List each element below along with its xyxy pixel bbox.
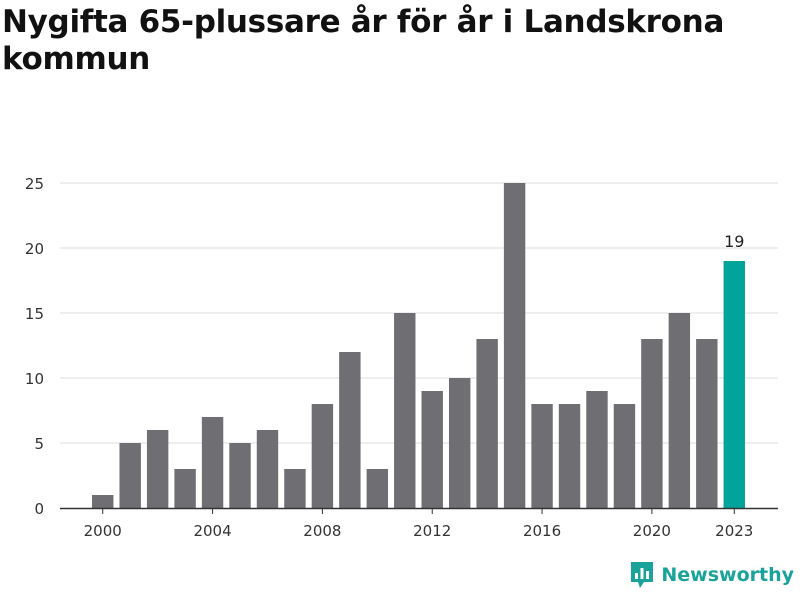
bar-2015 <box>503 183 526 508</box>
bar-2005 <box>229 443 251 508</box>
bar-2016 <box>531 404 553 508</box>
bar-2003 <box>174 469 196 508</box>
y-tick-label: 0 <box>34 500 44 518</box>
x-tick-label: 2012 <box>413 522 451 540</box>
bar-2018 <box>586 391 608 508</box>
highlight-data-label: 19 <box>724 232 744 251</box>
bar-2004 <box>201 417 224 508</box>
bar-2017 <box>558 404 581 508</box>
bar-2013 <box>448 378 471 508</box>
bar-2019 <box>613 404 636 508</box>
bar-2007 <box>284 469 306 508</box>
bar-2001 <box>119 443 141 508</box>
x-tick-label: 2008 <box>303 522 341 540</box>
bar-2009 <box>339 352 361 508</box>
y-tick-label: 5 <box>34 435 44 453</box>
x-tick-label: 2016 <box>523 522 561 540</box>
x-tick-label: 2000 <box>84 522 122 540</box>
bar-2010 <box>366 469 389 508</box>
bar-2012 <box>421 391 443 508</box>
bar-2000 <box>92 495 114 508</box>
bar-2022 <box>696 339 718 508</box>
bar-2006 <box>256 430 279 508</box>
bar-2011 <box>394 313 416 508</box>
newsworthy-logo-text: Newsworthy <box>661 564 794 586</box>
bar-2014 <box>476 339 498 508</box>
y-tick-label: 15 <box>25 305 44 323</box>
bar-2023 <box>723 261 745 508</box>
bar-2020 <box>641 339 663 508</box>
x-tick-label: 2004 <box>193 522 231 540</box>
y-tick-label: 20 <box>25 240 44 258</box>
newsworthy-logo: Newsworthy <box>629 560 794 590</box>
y-tick-label: 10 <box>25 370 44 388</box>
chart-title: Nygifta 65-plussare år för år i Landskro… <box>2 4 725 77</box>
newsworthy-logo-icon <box>631 562 654 588</box>
bar-2008 <box>311 404 334 508</box>
bar-2021 <box>668 313 691 508</box>
y-tick-label: 25 <box>25 175 44 193</box>
bar-2002 <box>146 430 169 508</box>
x-tick-label: 2020 <box>633 522 671 540</box>
x-tick-label: 2023 <box>715 522 753 540</box>
